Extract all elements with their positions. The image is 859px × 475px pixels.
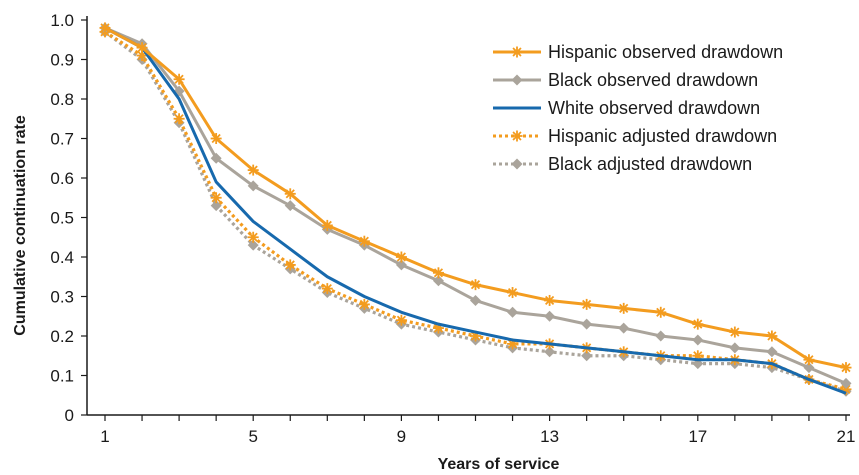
data-point [395,314,407,326]
x-tick-label: 17 [688,427,707,446]
x-tick-label: 9 [397,427,406,446]
legend-label: White observed drawdown [548,98,760,118]
x-tick-label: 1 [100,427,109,446]
data-point [692,334,704,346]
data-point [247,231,259,243]
series-0 [99,22,852,374]
series-line [104,26,847,395]
data-point [803,354,815,366]
y-tick-label: 0.9 [50,51,74,70]
y-tick-label: 0.4 [50,248,74,267]
data-point [99,22,111,34]
data-point [618,302,630,314]
data-point [544,310,556,322]
data-point [284,200,296,212]
data-point [766,330,778,342]
series-layer [99,22,852,397]
series-4 [99,26,852,397]
data-point [358,298,370,310]
y-tick-label: 0.7 [50,130,74,149]
legend-item: Black observed drawdown [493,70,758,90]
series-2 [104,26,847,395]
legend-item: White observed drawdown [493,98,760,118]
data-point [507,287,519,299]
data-point [321,219,333,231]
legend-label: Hispanic adjusted drawdown [548,126,777,146]
legend-swatch-marker [511,158,523,170]
data-point [581,298,593,310]
data-point [210,152,222,164]
data-point [395,259,407,271]
data-point [470,279,481,291]
data-point [581,350,593,362]
x-tick-label: 5 [248,427,257,446]
data-point [803,362,815,374]
data-point [210,192,222,204]
data-point [247,180,259,192]
series-1 [99,22,852,389]
x-tick-label: 21 [837,427,856,446]
data-point [173,113,185,125]
data-point [432,267,444,279]
data-point [247,164,259,176]
data-point [840,377,852,389]
legend-label: Black observed drawdown [548,70,758,90]
data-point [395,251,407,263]
data-point [284,259,296,271]
x-tick-label: 13 [540,427,559,446]
data-point [358,235,370,247]
data-point [544,294,556,306]
series-line [104,30,847,393]
legend-item: Black adjusted drawdown [493,154,752,174]
data-point [210,133,222,144]
x-axis-title: Years of service [438,456,560,473]
data-point [432,275,444,287]
legend-swatch-marker [511,74,523,86]
data-point [729,326,741,338]
y-tick-label: 0.5 [50,209,74,228]
y-tick-label: 0.3 [50,288,74,307]
data-point [136,42,148,54]
legend-label: Hispanic observed drawdown [548,42,783,62]
data-point [284,188,296,200]
legend-swatch-marker [511,46,523,58]
x-axis-ticks: 1 5 9 13 17 21 [100,415,855,446]
data-point [729,342,741,354]
y-tick-label: 0.2 [50,327,74,346]
data-point [618,322,630,334]
legend-swatch-marker [511,130,523,142]
data-point [507,306,519,318]
data-point [840,362,852,374]
y-tick-label: 1.0 [50,11,74,30]
data-point [321,283,333,295]
data-point [766,346,778,358]
legend: Hispanic observed drawdown Black observed… [493,42,783,174]
legend-label: Black adjusted drawdown [548,154,752,174]
y-tick-label: 0.1 [50,367,74,386]
legend-item: Hispanic observed drawdown [493,42,783,62]
data-point [655,306,667,318]
y-tick-label: 0.8 [50,90,74,109]
data-point [247,239,259,251]
data-point [544,346,556,358]
y-tick-label: 0 [65,406,74,425]
data-point [655,330,667,342]
legend-item: Hispanic adjusted drawdown [493,126,777,146]
y-tick-label: 0.6 [50,169,74,188]
data-point [173,73,185,85]
data-point [581,318,593,330]
data-point [692,318,704,330]
y-axis-ticks: 0 0.1 0.2 0.3 0.4 0.5 0.6 0.7 0.8 0.9 1.0 [50,11,87,425]
data-point [470,294,481,306]
y-axis-title: Cumulative continuation rate [12,115,29,336]
